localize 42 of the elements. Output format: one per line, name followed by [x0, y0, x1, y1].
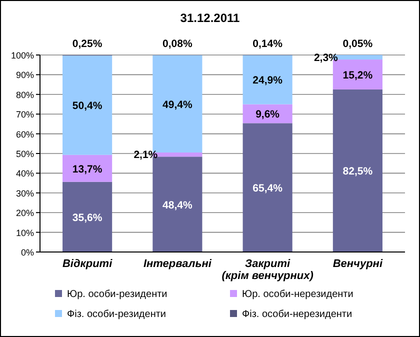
x-tick-label: Закриті (крім венчурних) — [222, 258, 314, 282]
y-tick-label: 0% — [20, 248, 34, 258]
y-tick-label: 70% — [16, 110, 34, 120]
legend-label: Фіз. особи-резиденти — [67, 309, 166, 320]
data-label: 65,4% — [252, 182, 284, 195]
y-tick-label: 100% — [10, 50, 34, 60]
bar — [62, 154, 112, 182]
legend-label: Юр. особи-резиденти — [67, 289, 168, 300]
data-label: 2,3% — [314, 52, 339, 64]
data-label: 13,7% — [72, 163, 103, 176]
y-tick-label: 60% — [16, 129, 34, 140]
data-label: 48,4% — [162, 199, 193, 212]
data-label: 35,6% — [72, 212, 103, 224]
x-tick-label: Венчурні — [332, 258, 384, 270]
y-tick-label: 90% — [16, 70, 34, 80]
data-label: 50,4% — [72, 100, 103, 112]
data-label: 2,1% — [134, 149, 158, 162]
legend-label: Фіз. особи-нерезиденти — [242, 309, 352, 320]
y-tick-label: 80% — [16, 90, 34, 100]
y-tick-label: 20% — [16, 208, 34, 218]
data-label: 0,05% — [342, 38, 374, 50]
x-tick-label: Відкриті — [62, 258, 114, 270]
data-label: 15,2% — [342, 70, 374, 82]
x-tick-label: Інтервальні — [143, 258, 212, 270]
data-label: 0,25% — [72, 38, 103, 50]
data-label: 82,5% — [342, 166, 374, 178]
data-label: 49,4% — [162, 98, 193, 111]
bar — [242, 123, 292, 252]
bar — [62, 56, 112, 155]
data-label: 24,9% — [252, 74, 284, 87]
y-tick-label: 50% — [16, 149, 34, 159]
y-tick-label: 10% — [16, 228, 34, 238]
bar — [332, 89, 382, 252]
bar — [242, 55, 292, 104]
y-tick-label: 30% — [16, 188, 34, 198]
data-label: 0,08% — [162, 38, 193, 50]
data-label: 9,6% — [256, 108, 280, 121]
bar — [62, 182, 112, 252]
chart-title: 31.12.2011 — [180, 11, 240, 25]
data-label: 0,14% — [252, 38, 284, 50]
y-tick-label: 40% — [16, 168, 34, 179]
legend-label: Юр. особи-нерезиденти — [242, 289, 354, 300]
